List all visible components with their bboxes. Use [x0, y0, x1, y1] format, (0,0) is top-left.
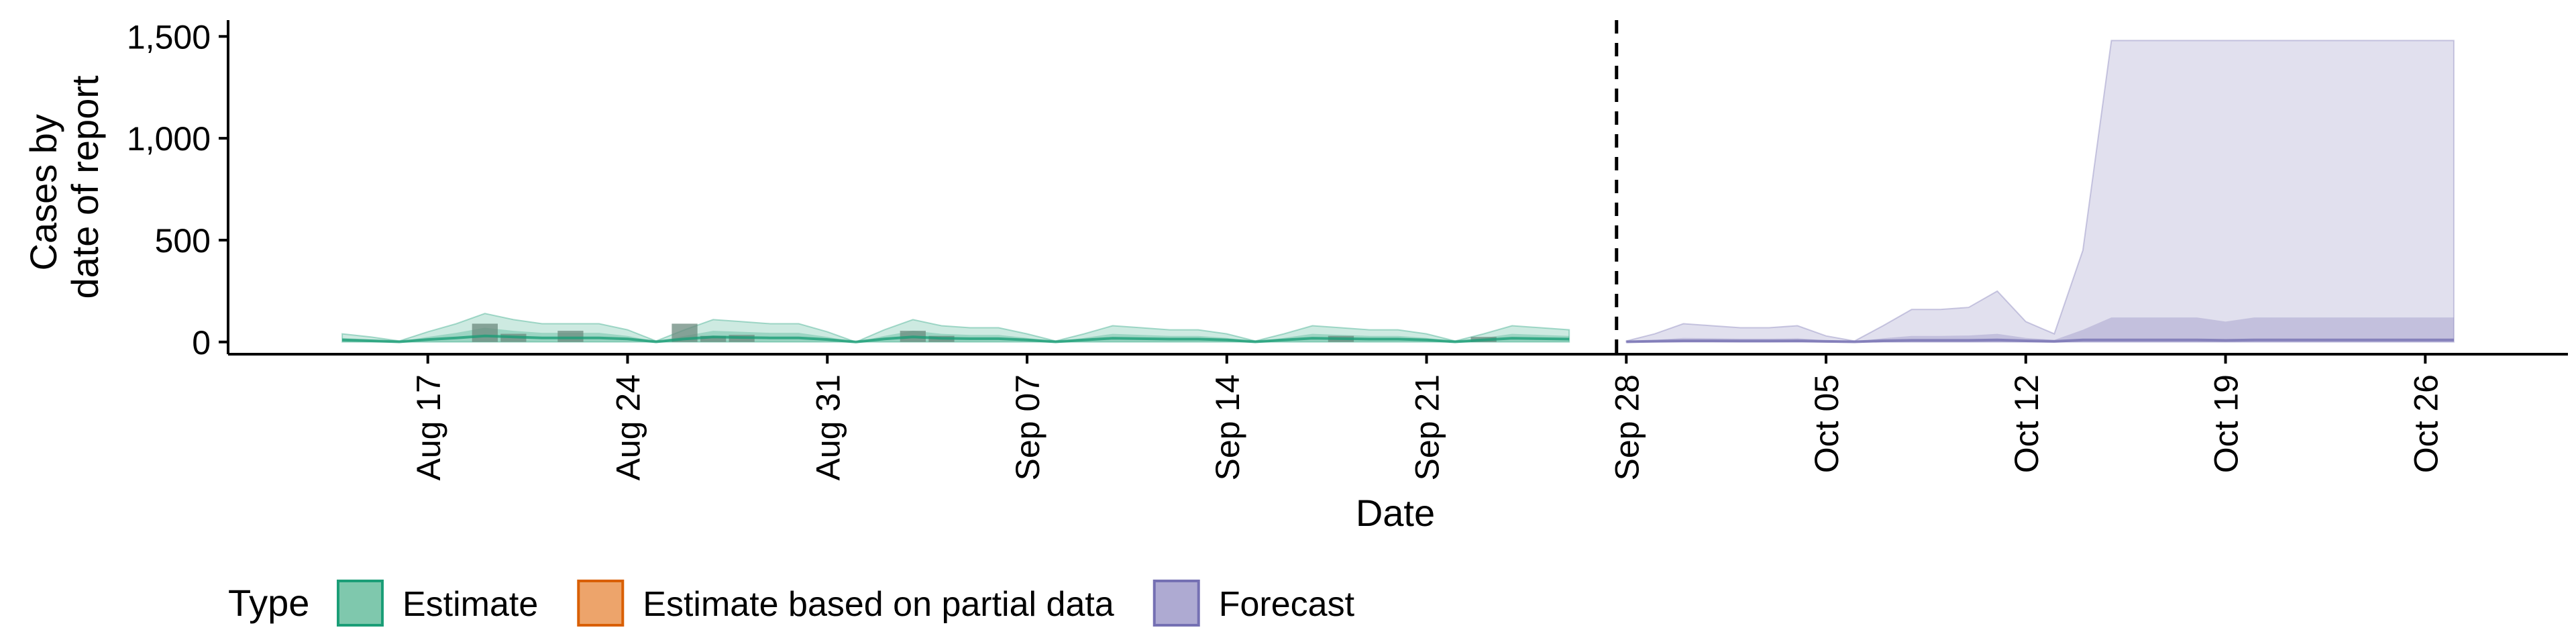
x-tick-label-6: Sep 28 — [1608, 374, 1646, 480]
estimate-band-50 — [342, 327, 1570, 342]
legend-title: Type — [228, 582, 309, 624]
observed-bar-2 — [557, 331, 584, 342]
legend-label-1: Estimate based on partial data — [643, 585, 1114, 624]
x-axis-title: Date — [1356, 492, 1435, 534]
y-axis-title: Cases by date of report — [22, 75, 106, 299]
forecast-band-90 — [1625, 40, 2455, 343]
forecast-median-line — [1626, 338, 2454, 343]
y-tick-label-0: 0 — [192, 324, 211, 362]
x-tick-label-5: Sep 21 — [1409, 374, 1446, 480]
y-tick-label-3: 1,500 — [127, 18, 211, 56]
legend-key-1 — [577, 580, 625, 627]
x-tick-label-10: Oct 26 — [2407, 374, 2445, 473]
legend-key-0 — [337, 580, 384, 627]
y-axis-title-line-1: Cases by — [22, 114, 64, 270]
x-tick-label-7: Oct 05 — [1808, 374, 1845, 473]
legend-key-2 — [1152, 580, 1200, 627]
x-tick-label-4: Sep 14 — [1209, 374, 1246, 480]
series-median-lines — [342, 334, 2454, 343]
x-tick-label-2: Aug 31 — [809, 374, 847, 480]
observed-bar-4 — [700, 335, 727, 342]
y-tick-label-1: 500 — [155, 222, 211, 260]
y-axis-title-line-2: date of report — [64, 75, 106, 299]
forecast-band-50 — [1626, 317, 2454, 342]
series-bands — [341, 40, 2455, 343]
x-tick-label-8: Oct 12 — [2008, 374, 2045, 473]
x-tick-label-9: Oct 19 — [2208, 374, 2245, 473]
x-axis-ticks: Aug 17 Aug 24 Aug 31 Sep 07 Sep 14 Sep 21 Sep … — [410, 354, 2445, 480]
x-tick-label-0: Aug 17 — [410, 374, 447, 480]
x-tick-label-3: Sep 07 — [1009, 374, 1046, 480]
legend-label-2: Forecast — [1219, 585, 1355, 624]
y-axis-ticks: 0 500 1,000 1,500 — [127, 18, 228, 362]
legend-label-0: Estimate — [402, 585, 538, 624]
legend: Type Estimate Estimate based on partial d… — [228, 580, 1355, 627]
observed-bar-0 — [472, 323, 498, 342]
estimate-median-line — [342, 334, 1570, 343]
y-tick-label-2: 1,000 — [127, 120, 211, 158]
x-tick-label-1: Aug 24 — [610, 374, 647, 480]
